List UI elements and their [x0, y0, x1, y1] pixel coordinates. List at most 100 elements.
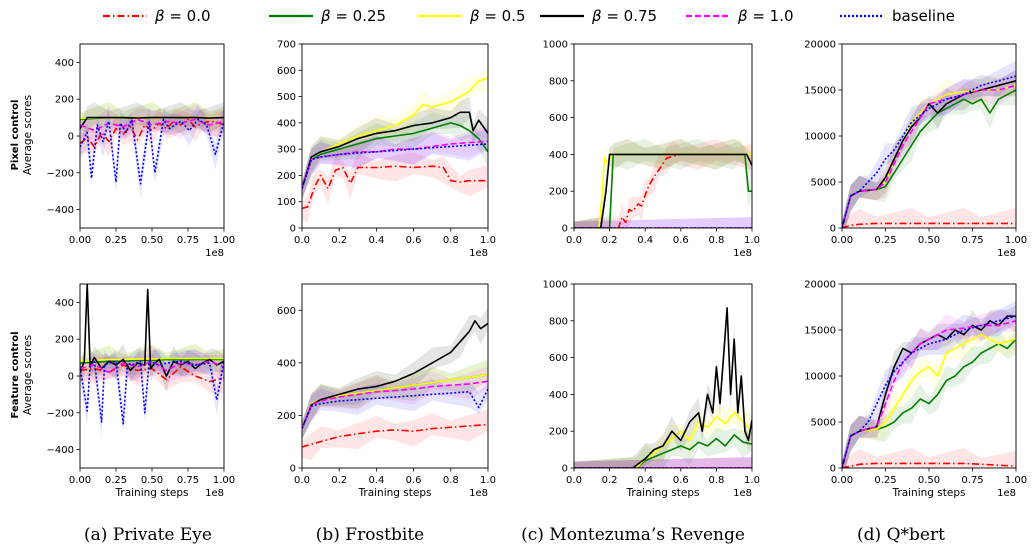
x-tick-label: 0.25 [105, 235, 127, 246]
variance-band-0-25 [842, 328, 1016, 468]
x-axis-label: Training steps [358, 487, 432, 499]
x-ticks: 0.00 0.25 0.50 0.75 1.00 [831, 228, 1027, 246]
chart-panels: 0.00 0.25 0.50 0.75 1.001e8−400−20002004000.… [47, 40, 1028, 500]
legend-equals: = 0.5 [480, 7, 526, 25]
y-tick-label: 0 [68, 372, 74, 383]
x-tick-label: 0.25 [874, 475, 896, 486]
series-line-0-75 [574, 307, 752, 468]
series-line-0-75 [80, 116, 224, 130]
y-tick-label: 0 [830, 224, 836, 235]
x-tick-label: 0.0 [294, 235, 310, 246]
x-tick-label: 0.8 [708, 235, 724, 246]
y-tick-label: 15000 [804, 86, 836, 97]
x-ticks: 0.00 0.25 0.50 0.75 1.00 [69, 468, 235, 486]
x-tick-label: 0.0 [566, 475, 582, 486]
row-label-feature-control: Feature control [10, 332, 21, 419]
variance-band-baseline [80, 345, 224, 438]
plot-area [574, 301, 752, 468]
y-tick-label: 0 [562, 464, 568, 475]
x-axis-multiplier: 1e8 [205, 248, 224, 259]
x-tick-label: 0.00 [831, 475, 853, 486]
series-line-0-5 [574, 411, 752, 468]
x-tick-label: 0.8 [708, 475, 724, 486]
y-tick-label: 200 [277, 171, 296, 182]
x-tick-label: 0.50 [141, 235, 163, 246]
variance-band-1-0 [574, 217, 752, 228]
legend-beta-symbol: β [320, 7, 331, 25]
variance-band-1-0 [80, 104, 224, 146]
x-tick-label: 0.6 [673, 235, 689, 246]
series-line-baseline [80, 360, 224, 425]
x-tick-label: 0.2 [602, 235, 618, 246]
y-tick-label: −200 [47, 168, 74, 179]
legend: β = 0.0 β = 0.25 β = 0.5 β = 0.75 β = 1.0 bas… [103, 7, 955, 25]
series-line-0-75 [302, 319, 488, 429]
x-ticks: 0.0 0.2 0.4 0.6 0.8 1.0 [294, 228, 496, 246]
x-tick-label: 0.00 [831, 235, 853, 246]
axes-frame [573, 283, 753, 469]
y-tick-label: 0 [562, 224, 568, 235]
axes-frame [301, 43, 489, 229]
variance-band-0-0 [302, 409, 488, 460]
x-tick-label: 0.2 [602, 475, 618, 486]
y-tick-label: 0 [68, 132, 74, 143]
y-tick-label: 800 [549, 76, 568, 87]
series-line-0-0 [842, 462, 1016, 468]
series-line-0-0 [80, 364, 224, 383]
x-tick-label: 0.50 [918, 475, 940, 486]
x-tick-label: 1.0 [744, 235, 760, 246]
x-axis-multiplier: 1e8 [469, 488, 488, 499]
x-tick-label: 0.0 [294, 475, 310, 486]
panel-frostbite-feature-control: 0.0 0.2 0.4 0.6 0.8 1.0 1e8 Training steps 0 200 4… [277, 283, 496, 499]
legend-item-0-75: β = 0.75 [540, 7, 657, 25]
series-line-0-25 [80, 358, 224, 364]
series-line-1-0 [842, 320, 1016, 468]
x-axis-multiplier: 1e8 [997, 248, 1016, 259]
panel-private-eye-feature-control: 0.00 0.25 0.50 0.75 1.00 1e8 Training steps −40… [47, 283, 235, 499]
series-line-baseline [842, 75, 1016, 228]
plot-area [302, 308, 488, 460]
x-tick-label: 0.8 [443, 235, 459, 246]
legend-item-1-0: β = 1.0 [686, 7, 794, 25]
x-tick-label: 0.75 [961, 475, 983, 486]
y-tick-label: 800 [549, 316, 568, 327]
y-tick-label: 0 [290, 224, 296, 235]
x-tick-label: 0.4 [637, 475, 653, 486]
y-tick-label: 1000 [543, 280, 568, 291]
x-tick-label: 1.00 [1005, 235, 1027, 246]
x-ticks: 0.00 0.25 0.50 0.75 1.00 [831, 468, 1027, 486]
variance-band-1-0 [574, 457, 752, 468]
variance-band-baseline [842, 300, 1016, 468]
y-tick-label: 10000 [804, 132, 836, 143]
y-tick-label: 400 [277, 118, 296, 129]
variance-band-0-75 [302, 308, 488, 440]
y-axis-label: Average scores [22, 95, 34, 175]
series-line-0-75 [574, 153, 752, 228]
variance-band-0-25 [842, 79, 1016, 228]
x-tick-label: 0.6 [673, 475, 689, 486]
y-tick-label: 600 [549, 113, 568, 124]
variance-band-0-0 [574, 457, 752, 468]
y-tick-label: 400 [55, 298, 74, 309]
y-tick-label: 10000 [804, 372, 836, 383]
variance-band-0-25 [574, 426, 752, 468]
variance-band-0-5 [302, 359, 488, 440]
series-line-1-0 [302, 380, 488, 429]
variance-band-0-75 [842, 69, 1016, 228]
panel-private-eye-pixel-control: 0.00 0.25 0.50 0.75 1.00 1e8 −400 −200 0 200 400 [47, 43, 235, 259]
series-line-baseline [80, 118, 224, 185]
legend-label: β = 0.0 [154, 7, 211, 25]
x-ticks: 0.0 0.2 0.4 0.6 0.8 1.0 [566, 468, 760, 486]
series-line-0-75 [302, 111, 488, 189]
x-axis-multiplier: 1e8 [205, 488, 224, 499]
captions: (a) Private Eye (b) Frostbite (c) Montezum… [84, 525, 945, 545]
y-tick-label: 300 [277, 145, 296, 156]
variance-band-0-0 [574, 138, 752, 228]
x-axis-multiplier: 1e8 [733, 488, 752, 499]
x-axis-multiplier: 1e8 [997, 488, 1016, 499]
variance-band-0-5 [574, 138, 752, 228]
axes-frame [841, 43, 1017, 229]
variance-band-0-75 [842, 305, 1016, 468]
variance-band-0-75 [574, 138, 752, 228]
